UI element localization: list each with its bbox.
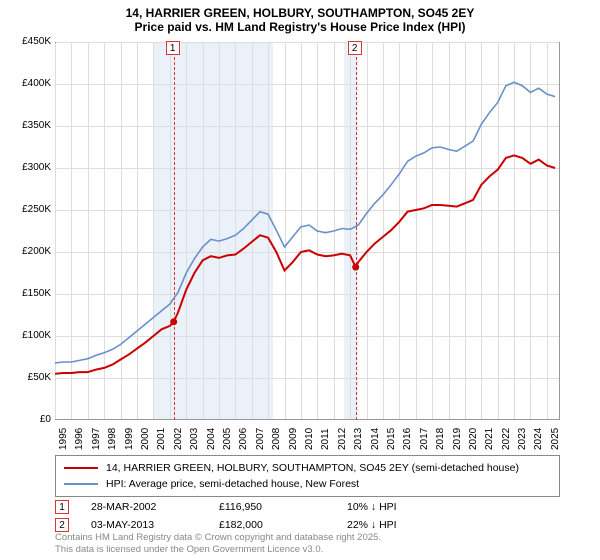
x-axis-label: 2018: [435, 428, 446, 450]
legend-swatch: [64, 467, 98, 469]
x-axis-label: 2021: [484, 428, 495, 450]
x-axis-label: 2020: [468, 428, 479, 450]
x-axis-label: 2010: [304, 428, 315, 450]
x-axis-label: 2013: [353, 428, 364, 450]
x-axis-label: 2017: [419, 428, 430, 450]
sales-table: 1 28-MAR-2002 £116,950 10% ↓ HPI 2 03-MA…: [55, 498, 575, 534]
series-hpi: [55, 82, 555, 363]
series-property: [55, 155, 555, 373]
sale-price: £116,950: [219, 501, 329, 513]
x-axis-label: 2008: [271, 428, 282, 450]
x-axis-label: 2011: [320, 428, 331, 450]
x-axis-label: 2022: [501, 428, 512, 450]
x-axis-label: 2016: [402, 428, 413, 450]
x-axis-label: 1999: [124, 428, 135, 450]
x-axis-label: 2002: [173, 428, 184, 450]
x-axis-label: 2006: [238, 428, 249, 450]
sale-row: 1 28-MAR-2002 £116,950 10% ↓ HPI: [55, 498, 575, 516]
x-axis-label: 2004: [206, 428, 217, 450]
legend-label: 14, HARRIER GREEN, HOLBURY, SOUTHAMPTON,…: [106, 462, 519, 474]
footer-line: This data is licensed under the Open Gov…: [55, 544, 381, 556]
footer-attribution: Contains HM Land Registry data © Crown c…: [55, 532, 381, 556]
legend-label: HPI: Average price, semi-detached house,…: [106, 478, 359, 490]
x-axis-label: 2025: [550, 428, 561, 450]
sale-point-dot: [352, 264, 359, 271]
legend-swatch: [64, 483, 98, 485]
legend-item: HPI: Average price, semi-detached house,…: [64, 476, 551, 492]
x-axis-label: 2003: [189, 428, 200, 450]
x-axis-label: 2014: [370, 428, 381, 450]
sale-marker-icon: 2: [55, 518, 69, 532]
x-axis-label: 2009: [288, 428, 299, 450]
chart-lines-svg: [0, 0, 600, 422]
x-axis-label: 1996: [74, 428, 85, 450]
x-axis-label: 2023: [517, 428, 528, 450]
x-axis-label: 1995: [58, 428, 69, 450]
x-axis-label: 2019: [452, 428, 463, 450]
x-axis-label: 2015: [386, 428, 397, 450]
sale-date: 03-MAY-2013: [91, 519, 201, 531]
x-axis-label: 2000: [140, 428, 151, 450]
sale-marker-icon: 1: [55, 500, 69, 514]
x-axis-label: 2012: [337, 428, 348, 450]
sale-delta: 10% ↓ HPI: [347, 501, 457, 513]
x-axis-label: 1998: [107, 428, 118, 450]
x-axis-label: 2007: [255, 428, 266, 450]
sale-delta: 22% ↓ HPI: [347, 519, 457, 531]
x-axis-label: 1997: [91, 428, 102, 450]
legend-item: 14, HARRIER GREEN, HOLBURY, SOUTHAMPTON,…: [64, 460, 551, 476]
x-axis-label: 2001: [156, 428, 167, 450]
x-axis-label: 2005: [222, 428, 233, 450]
footer-line: Contains HM Land Registry data © Crown c…: [55, 532, 381, 544]
sale-price: £182,000: [219, 519, 329, 531]
sale-point-dot: [170, 318, 177, 325]
sale-date: 28-MAR-2002: [91, 501, 201, 513]
x-axis-label: 2024: [533, 428, 544, 450]
legend-box: 14, HARRIER GREEN, HOLBURY, SOUTHAMPTON,…: [55, 455, 560, 497]
